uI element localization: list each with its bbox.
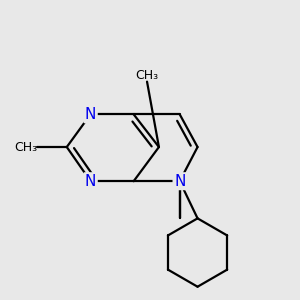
Text: N: N — [85, 174, 96, 189]
Text: N: N — [85, 107, 96, 122]
Text: CH₃: CH₃ — [14, 140, 37, 154]
Text: N: N — [174, 174, 185, 189]
Text: CH₃: CH₃ — [136, 69, 159, 82]
